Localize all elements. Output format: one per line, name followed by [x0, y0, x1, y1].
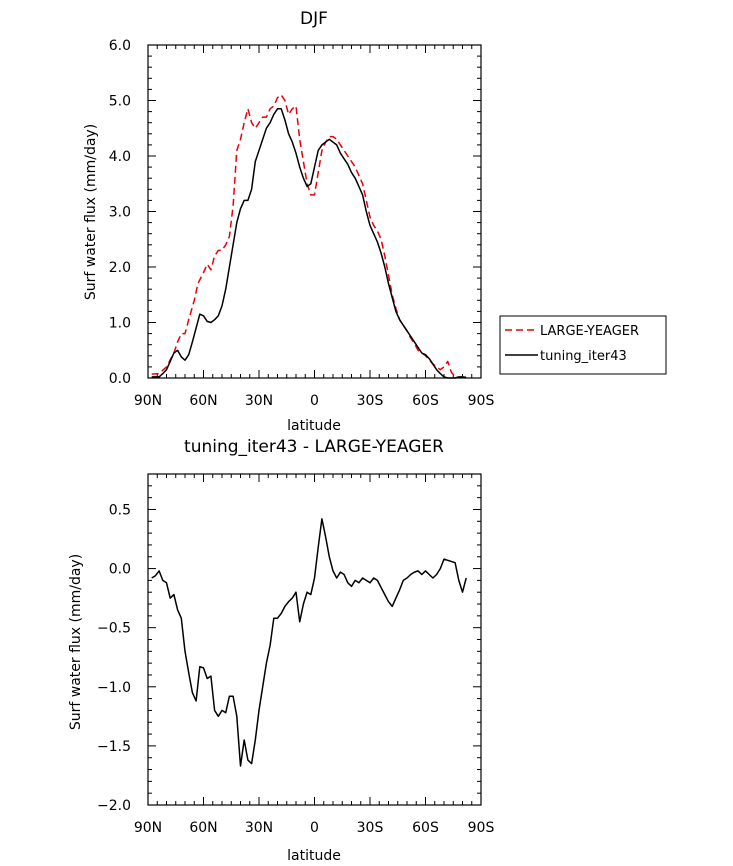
x-tick-label: 90N [134, 820, 162, 836]
chart-difference: tuning_iter43 - LARGE-YEAGER latitude Su… [68, 437, 494, 864]
series-line-tuning-iter43-large-yeager [151, 518, 467, 767]
y-tick-label: 0.0 [109, 371, 131, 387]
y-tick-label: −1.5 [97, 739, 131, 755]
x-tick-label: 90S [468, 820, 495, 836]
y-axis-label: Surf water flux (mm/day) [83, 124, 99, 300]
x-tick-label: 30S [357, 393, 384, 409]
y-axis-label: Surf water flux (mm/day) [68, 554, 84, 730]
chart-title: tuning_iter43 - LARGE-YEAGER [184, 437, 444, 457]
x-axis-label: latitude [287, 848, 341, 864]
y-tick-label: 4.0 [109, 149, 131, 165]
axes: 90N 60N 30N 0 30S 60S 90S 0.0 1.0 2.0 3.0 4.0 5.0 6.0 [109, 38, 495, 409]
series-group [151, 518, 467, 767]
y-tick-label: −2.0 [97, 798, 131, 814]
y-tick-label: 5.0 [109, 94, 131, 110]
x-tick-label: 30N [245, 393, 273, 409]
x-tick-label: 30S [357, 820, 384, 836]
x-tick-label: 60N [189, 820, 217, 836]
y-tick-label: −0.5 [97, 621, 131, 637]
chart-title: DJF [300, 9, 328, 29]
plot-frame [147, 473, 482, 806]
y-tick-label: 0.0 [109, 562, 131, 578]
x-tick-label: 60S [412, 820, 439, 836]
legend-box [499, 315, 667, 375]
y-tick-label: 2.0 [109, 260, 131, 276]
legend-label-tuning-iter43: tuning_iter43 [540, 349, 627, 364]
y-tick-label: 0.5 [109, 502, 131, 518]
chart-djf: DJF latitude Surf water flux (mm/day) 90… [83, 9, 667, 434]
axes: 90N 60N 30N 0 30S 60S 90S −2.0 −1.5 −1.0 −0.5 0.0 0.… [97, 473, 495, 836]
y-tick-label: 1.0 [109, 316, 131, 332]
y-tick-label: 6.0 [109, 38, 131, 54]
x-tick-label: 30N [245, 820, 273, 836]
x-tick-label: 90S [468, 393, 495, 409]
legend: LARGE-YEAGER tuning_iter43 [499, 315, 667, 375]
x-tick-label: 60S [412, 393, 439, 409]
series-group [151, 94, 467, 379]
plot-frame [147, 44, 482, 379]
x-axis-label: latitude [287, 418, 341, 434]
legend-label-large-yeager: LARGE-YEAGER [540, 324, 639, 339]
x-tick-label: 90N [134, 393, 162, 409]
x-tick-label: 60N [189, 393, 217, 409]
y-tick-label: 3.0 [109, 205, 131, 221]
y-tick-label: −1.0 [97, 680, 131, 696]
series-line-tuning-iter43 [151, 108, 467, 379]
x-tick-label: 0 [310, 820, 319, 836]
x-tick-label: 0 [310, 393, 319, 409]
